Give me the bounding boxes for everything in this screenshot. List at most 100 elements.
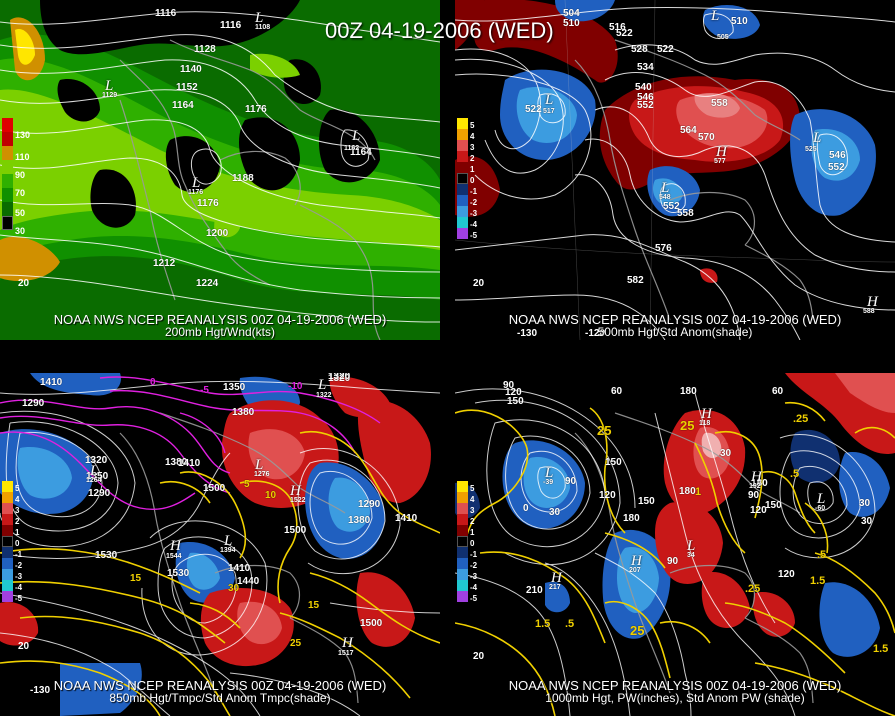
legend-value: -2 bbox=[470, 198, 478, 207]
legend-value: 0 bbox=[470, 176, 475, 185]
low-center: L bbox=[192, 175, 201, 191]
low-value: -39 bbox=[543, 479, 554, 486]
contour-label: 30 bbox=[861, 516, 873, 527]
low-center: L bbox=[545, 465, 554, 481]
low-value: 1276 bbox=[254, 471, 270, 478]
pw-label: .25 bbox=[745, 583, 761, 595]
high-value: 1522 bbox=[290, 497, 306, 504]
legend-value: 4 bbox=[470, 132, 475, 141]
panel-200mb: 1116 1116 1128 1140 1152 1164 1188 1176 … bbox=[0, 0, 440, 340]
low-value: 548 bbox=[659, 194, 671, 201]
contour-label: 1500 bbox=[203, 483, 226, 494]
caption-line-2: 500mb Hgt/Std Anom(shade) bbox=[597, 325, 753, 339]
pw-label: 1.5 bbox=[535, 618, 551, 630]
legend-value: 0 bbox=[15, 539, 20, 548]
low-value: -60 bbox=[815, 505, 826, 512]
legend-swatch bbox=[2, 591, 13, 602]
contour-label: 60 bbox=[772, 386, 784, 397]
legend-value: 5 bbox=[15, 484, 20, 493]
legend-swatch bbox=[457, 536, 468, 547]
low-center: L bbox=[817, 491, 826, 507]
legend-swatch bbox=[2, 146, 13, 160]
high-value: 1517 bbox=[338, 650, 354, 657]
contour-label: 1440 bbox=[237, 576, 260, 587]
map-1000mb bbox=[455, 373, 895, 716]
isotherm-label: 15 bbox=[130, 573, 142, 584]
legend-swatch bbox=[457, 580, 468, 591]
high-value: 217 bbox=[549, 584, 561, 591]
contour-label: 510 bbox=[731, 16, 748, 27]
legend-swatch bbox=[2, 481, 13, 492]
contour-label: 30 bbox=[549, 507, 561, 518]
contour-label: 30 bbox=[720, 448, 732, 459]
high-value: 192 bbox=[749, 483, 761, 490]
legend-swatch bbox=[2, 580, 13, 591]
panel-500mb: 504 510 516 522 528 534 540 546 552 558 … bbox=[455, 0, 895, 340]
panel-caption: NOAA NWS NCEP REANALYSIS 00Z 04-19-2006 … bbox=[0, 679, 440, 705]
high-value: 207 bbox=[629, 567, 641, 574]
contour-label: 558 bbox=[677, 208, 694, 219]
legend-swatch bbox=[2, 118, 13, 132]
legend-value: 3 bbox=[470, 143, 475, 152]
contour-label: 1128 bbox=[194, 44, 216, 55]
lat-label: 20 bbox=[473, 278, 485, 289]
caption-line-2: 200mb Hgt/Wnd(kts) bbox=[164, 325, 276, 339]
panel-caption: NOAA NWS NCEP REANALYSIS 00Z 04-19-2006 … bbox=[455, 679, 895, 705]
contour-label: 504 bbox=[563, 8, 580, 19]
pw-label: 1.5 bbox=[810, 575, 826, 587]
contour-label: 1152 bbox=[176, 82, 198, 93]
panel-caption: NOAA NWS NCEP REANALYSIS 00Z 04-19-2006 … bbox=[0, 313, 440, 339]
map-200mb bbox=[0, 0, 440, 340]
low-value: 1176 bbox=[188, 189, 204, 196]
contour-label: 90 bbox=[748, 490, 760, 501]
contour-label: 60 bbox=[611, 386, 623, 397]
legend-value: 4 bbox=[470, 495, 475, 504]
low-value: 1108 bbox=[255, 24, 271, 31]
panel-1000mb: 90 120 150 60 30 0 90 120 150 180 150 18… bbox=[455, 373, 895, 716]
contour-label: 1290 bbox=[22, 398, 45, 409]
legend-value: -4 bbox=[470, 220, 478, 229]
contour-label: 1410 bbox=[395, 513, 418, 524]
legend-swatch bbox=[457, 162, 468, 173]
legend-850mb: 5 4 3 2 1 0 -1 -2 -3 -4 -5 bbox=[2, 481, 36, 621]
legend-swatch bbox=[457, 492, 468, 503]
legend-swatch bbox=[2, 216, 13, 230]
contour-label: 1500 bbox=[360, 618, 383, 629]
lon-label: -130 bbox=[517, 328, 538, 339]
legend-value: -4 bbox=[15, 583, 23, 592]
contour-label: 1530 bbox=[167, 568, 190, 579]
low-value: 1394 bbox=[220, 547, 236, 554]
low-center: L bbox=[255, 10, 264, 26]
caption-line-1: NOAA NWS NCEP REANALYSIS 00Z 04-19-2006 … bbox=[53, 312, 387, 327]
legend-swatch bbox=[2, 492, 13, 503]
legend-value: 1 bbox=[470, 528, 475, 537]
contour-label: 1350 bbox=[86, 471, 109, 482]
contour-label: 1116 bbox=[220, 20, 242, 31]
legend-value: -3 bbox=[15, 572, 23, 581]
legend-swatch bbox=[457, 184, 468, 195]
isotherm-label: -10 bbox=[288, 381, 303, 392]
contour-label: 558 bbox=[711, 98, 728, 109]
contour-label: 1380 bbox=[165, 457, 188, 468]
contour-label: 552 bbox=[663, 201, 680, 212]
low-value: 1322 bbox=[316, 392, 332, 399]
legend-swatch bbox=[2, 160, 13, 174]
low-center: L bbox=[105, 78, 114, 94]
contour-label: 90 bbox=[565, 476, 577, 487]
lat-label: 20 bbox=[18, 641, 30, 652]
contour-label: 576 bbox=[655, 243, 672, 254]
legend-value: 130 bbox=[15, 130, 31, 140]
contour-label: 150 bbox=[605, 457, 622, 468]
contour-label: 90 bbox=[667, 556, 679, 567]
legend-swatch bbox=[457, 514, 468, 525]
contour-label: 1140 bbox=[180, 64, 202, 75]
contour-label: 546 bbox=[637, 92, 654, 103]
isotherm-label: 15 bbox=[308, 600, 320, 611]
low-center: L bbox=[255, 457, 264, 473]
low-center: L bbox=[224, 533, 233, 549]
pw-label: 25 bbox=[597, 423, 612, 438]
panel-850mb: 1410 1290 1320 1350 1380 1410 1320 1290 … bbox=[0, 373, 440, 716]
contour-label: 546 bbox=[829, 150, 846, 161]
legend-swatch bbox=[2, 503, 13, 514]
legend-value: -4 bbox=[470, 583, 478, 592]
